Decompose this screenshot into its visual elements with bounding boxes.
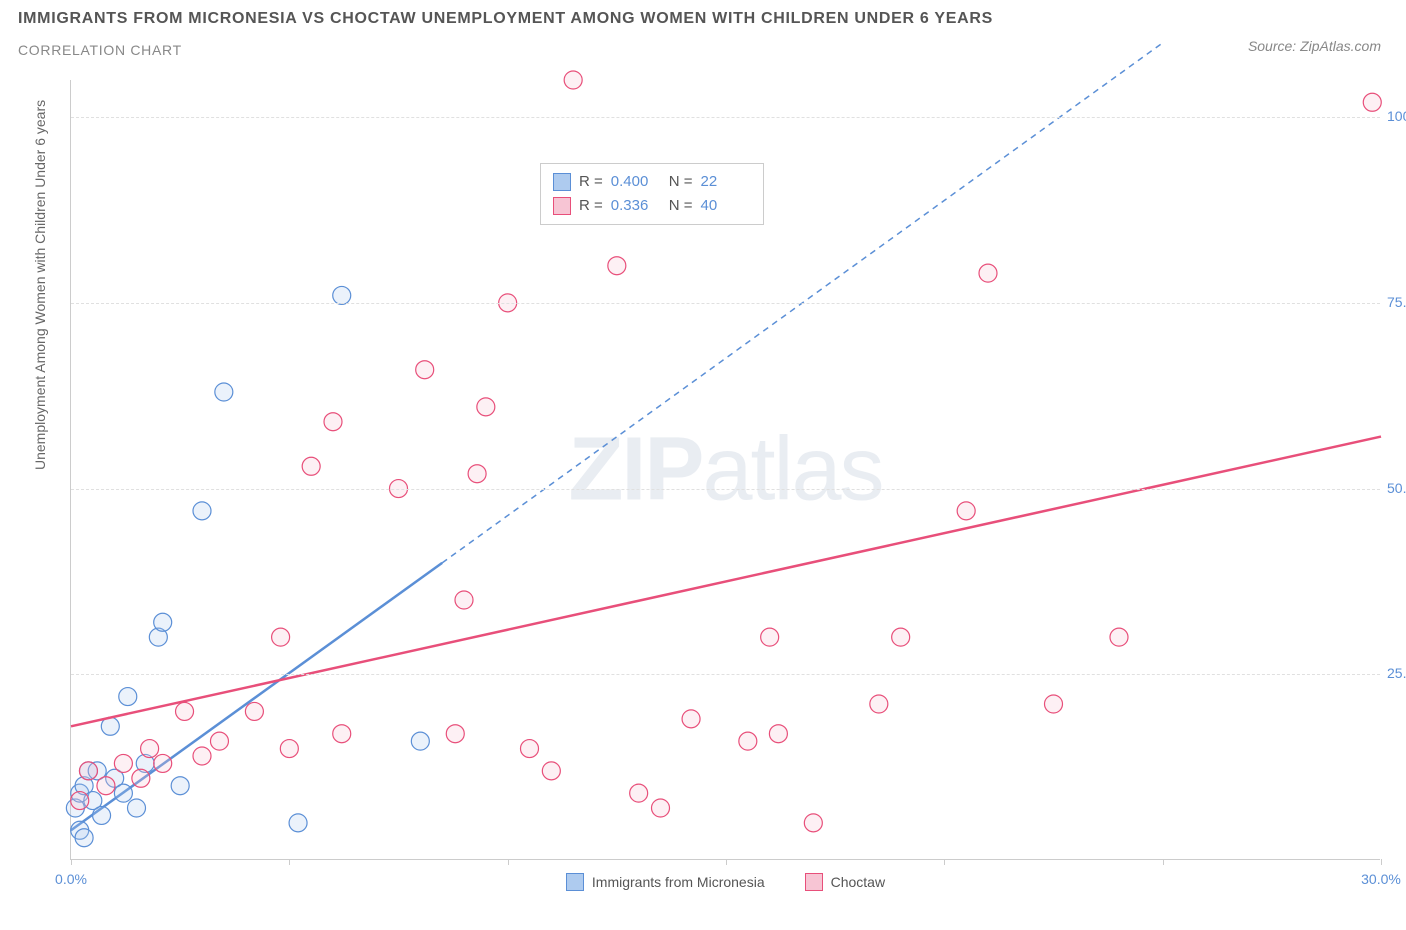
data-point[interactable] bbox=[154, 754, 172, 772]
gridline bbox=[71, 674, 1380, 675]
legend-swatch bbox=[566, 873, 584, 891]
data-point[interactable] bbox=[542, 762, 560, 780]
legend-swatch bbox=[553, 173, 571, 191]
data-point[interactable] bbox=[114, 784, 132, 802]
data-point[interactable] bbox=[957, 502, 975, 520]
legend-n-value: 22 bbox=[701, 170, 751, 194]
series-legend-item: Choctaw bbox=[805, 873, 885, 891]
chart-title: IMMIGRANTS FROM MICRONESIA VS CHOCTAW UN… bbox=[18, 10, 993, 28]
data-point[interactable] bbox=[416, 361, 434, 379]
gridline bbox=[71, 303, 1380, 304]
legend-n-label: N = bbox=[669, 194, 693, 218]
data-point[interactable] bbox=[652, 799, 670, 817]
data-point[interactable] bbox=[761, 628, 779, 646]
data-point[interactable] bbox=[193, 502, 211, 520]
data-point[interactable] bbox=[154, 613, 172, 631]
data-point[interactable] bbox=[324, 413, 342, 431]
data-point[interactable] bbox=[477, 398, 495, 416]
data-point[interactable] bbox=[93, 806, 111, 824]
series-legend-item: Immigrants from Micronesia bbox=[566, 873, 765, 891]
chart-area: ZIPatlas 25.0%50.0%75.0%100.0%0.0%30.0%I… bbox=[70, 80, 1380, 860]
data-point[interactable] bbox=[892, 628, 910, 646]
gridline bbox=[71, 117, 1380, 118]
data-point[interactable] bbox=[302, 457, 320, 475]
data-point[interactable] bbox=[79, 762, 97, 780]
chart-subtitle: CORRELATION CHART bbox=[18, 42, 993, 58]
data-point[interactable] bbox=[141, 740, 159, 758]
data-point[interactable] bbox=[682, 710, 700, 728]
data-point[interactable] bbox=[455, 591, 473, 609]
data-point[interactable] bbox=[870, 695, 888, 713]
data-point[interactable] bbox=[468, 465, 486, 483]
data-point[interactable] bbox=[272, 628, 290, 646]
data-point[interactable] bbox=[210, 732, 228, 750]
trend-line bbox=[71, 437, 1381, 727]
y-axis-label: Unemployment Among Women with Children U… bbox=[32, 100, 48, 470]
series-legend-label: Immigrants from Micronesia bbox=[592, 874, 765, 890]
y-tick-label: 75.0% bbox=[1387, 294, 1406, 310]
data-point[interactable] bbox=[608, 257, 626, 275]
legend-row: R = 0.336 N = 40 bbox=[553, 194, 751, 218]
data-point[interactable] bbox=[71, 792, 89, 810]
y-tick-label: 100.0% bbox=[1387, 108, 1406, 124]
data-point[interactable] bbox=[979, 264, 997, 282]
data-point[interactable] bbox=[75, 829, 93, 847]
x-tick bbox=[71, 859, 72, 865]
y-tick-label: 25.0% bbox=[1387, 665, 1406, 681]
data-point[interactable] bbox=[333, 286, 351, 304]
data-point[interactable] bbox=[630, 784, 648, 802]
legend-r-value: 0.336 bbox=[611, 194, 661, 218]
data-point[interactable] bbox=[1110, 628, 1128, 646]
data-point[interactable] bbox=[128, 799, 146, 817]
data-point[interactable] bbox=[804, 814, 822, 832]
gridline bbox=[71, 489, 1380, 490]
data-point[interactable] bbox=[521, 740, 539, 758]
data-point[interactable] bbox=[193, 747, 211, 765]
series-legend-label: Choctaw bbox=[831, 874, 885, 890]
x-tick bbox=[1163, 859, 1164, 865]
data-point[interactable] bbox=[739, 732, 757, 750]
legend-row: R = 0.400 N = 22 bbox=[553, 170, 751, 194]
data-point[interactable] bbox=[114, 754, 132, 772]
legend-r-label: R = bbox=[579, 170, 603, 194]
x-tick bbox=[944, 859, 945, 865]
data-point[interactable] bbox=[245, 702, 263, 720]
data-point[interactable] bbox=[176, 702, 194, 720]
data-point[interactable] bbox=[171, 777, 189, 795]
data-point[interactable] bbox=[411, 732, 429, 750]
data-point[interactable] bbox=[289, 814, 307, 832]
data-point[interactable] bbox=[97, 777, 115, 795]
data-point[interactable] bbox=[1363, 93, 1381, 111]
x-tick bbox=[508, 859, 509, 865]
data-point[interactable] bbox=[280, 740, 298, 758]
data-point[interactable] bbox=[333, 725, 351, 743]
legend-n-label: N = bbox=[669, 170, 693, 194]
data-point[interactable] bbox=[564, 71, 582, 89]
data-point[interactable] bbox=[446, 725, 464, 743]
legend-swatch bbox=[805, 873, 823, 891]
legend-r-label: R = bbox=[579, 194, 603, 218]
data-point[interactable] bbox=[215, 383, 233, 401]
data-point[interactable] bbox=[119, 688, 137, 706]
source-attribution: Source: ZipAtlas.com bbox=[1248, 38, 1381, 54]
y-tick-label: 50.0% bbox=[1387, 480, 1406, 496]
correlation-legend: R = 0.400 N = 22 R = 0.336 N = 40 bbox=[540, 163, 764, 225]
data-point[interactable] bbox=[1045, 695, 1063, 713]
series-legend: Immigrants from Micronesia Choctaw bbox=[71, 873, 1380, 891]
data-point[interactable] bbox=[132, 769, 150, 787]
x-tick bbox=[1381, 859, 1382, 865]
data-point[interactable] bbox=[769, 725, 787, 743]
x-tick bbox=[726, 859, 727, 865]
legend-swatch bbox=[553, 197, 571, 215]
x-tick bbox=[289, 859, 290, 865]
legend-r-value: 0.400 bbox=[611, 170, 661, 194]
legend-n-value: 40 bbox=[701, 194, 751, 218]
